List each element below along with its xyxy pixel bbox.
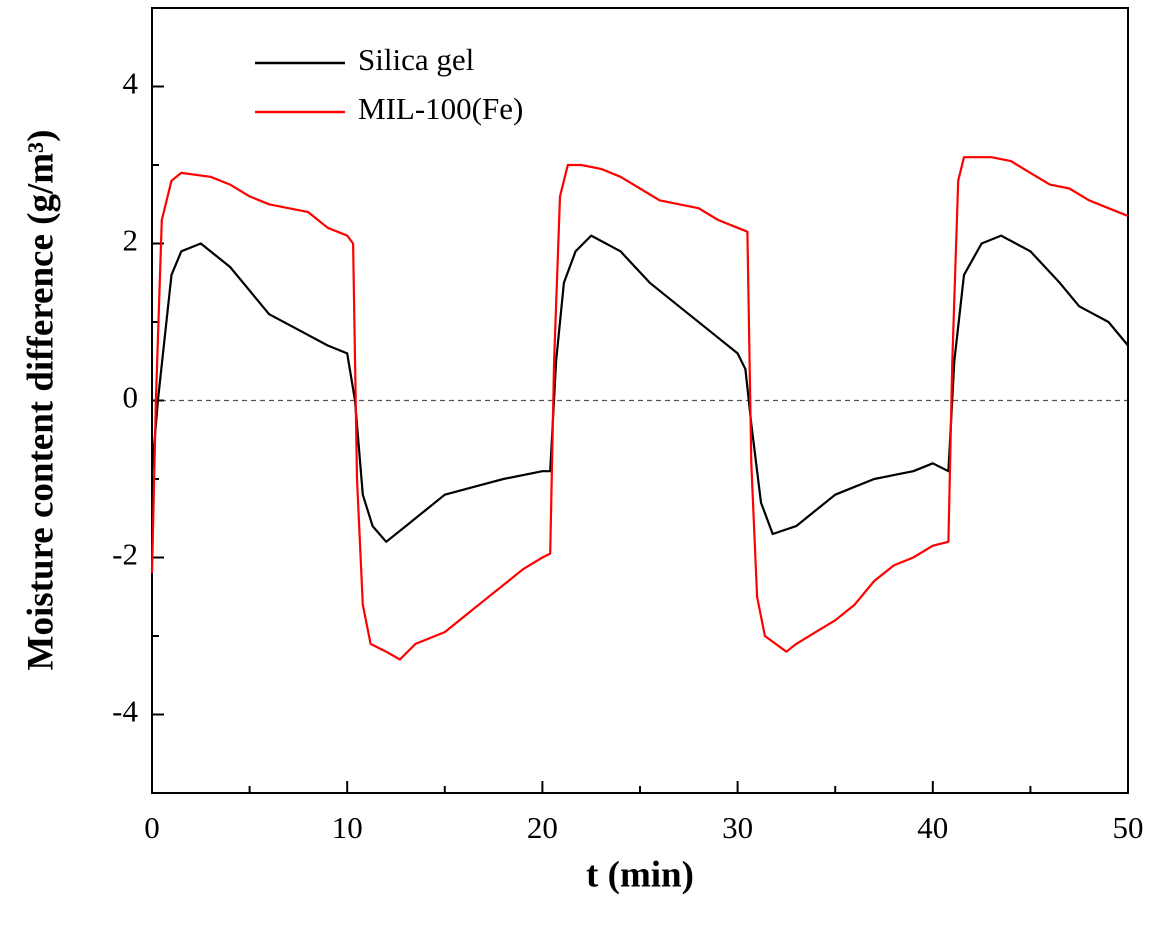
y-tick-label: 2: [123, 223, 139, 258]
x-tick-label: 50: [1113, 810, 1144, 845]
x-tick-label: 40: [917, 810, 948, 845]
data-line: [150, 156, 1129, 661]
x-tick-label: 10: [332, 810, 363, 845]
legend-label: MIL-100(Fe): [358, 91, 523, 126]
x-tick-label: 0: [144, 810, 160, 845]
y-tick-label: -4: [112, 694, 138, 729]
data-line: [150, 234, 1129, 543]
y-tick-label: 0: [123, 380, 139, 415]
y-tick-label: -2: [112, 537, 138, 572]
legend-label: Silica gel: [358, 42, 474, 77]
y-tick-label: 4: [123, 66, 139, 101]
x-tick-label: 20: [527, 810, 558, 845]
y-axis-title: Moisture content difference (g/m³): [20, 130, 61, 671]
plot-frame: [151, 7, 1129, 794]
x-axis-title: t (min): [586, 854, 694, 895]
x-tick-label: 30: [722, 810, 753, 845]
